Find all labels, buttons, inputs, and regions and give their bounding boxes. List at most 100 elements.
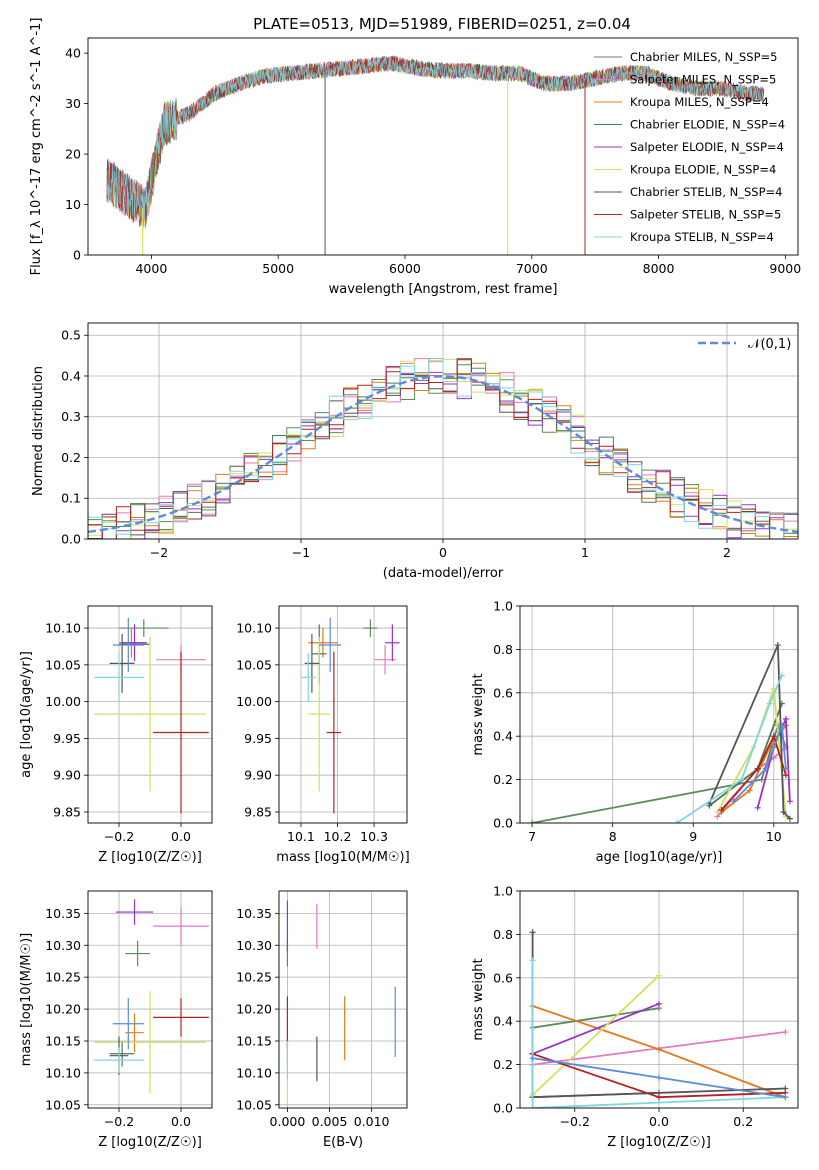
- x-tick-label: 0.010: [354, 1114, 390, 1129]
- histogram-step: [88, 358, 798, 539]
- y-tick-label: 0.4: [493, 729, 513, 744]
- weight-marker: [782, 1029, 789, 1036]
- panel-mass_vs_EBV: 0.000 0.005 0.010 10.05 10.10 10.15 10.20 10.25…: [236, 890, 408, 1150]
- legend-label: Salpeter STELIB, N_SSP=5: [630, 208, 781, 222]
- weight-line: [531, 960, 786, 1108]
- x-tick-label: 10.3: [360, 829, 388, 844]
- y-tick-label: 10.10: [236, 621, 272, 636]
- y-tick-label: 30: [65, 96, 81, 111]
- weight-marker: [766, 700, 773, 707]
- histograms: [88, 358, 798, 539]
- y-tick-label: 10.15: [236, 1033, 272, 1048]
- weight-marker: [746, 787, 753, 794]
- spectra: [106, 55, 765, 255]
- y-tick-label: 0.8: [493, 642, 513, 657]
- x-tick-label: −2: [150, 545, 168, 560]
- weight-marker: [778, 722, 785, 729]
- x-axis-label: Z [log10(Z/Z☉)]: [98, 1135, 202, 1150]
- x-tick-label: 8: [609, 829, 617, 844]
- legend-label: Kroupa STELIB, N_SSP=4: [630, 230, 774, 244]
- y-tick-label: 10.05: [236, 657, 272, 672]
- weight-marker: [529, 929, 536, 936]
- legend-label: Kroupa ELODIE, N_SSP=4: [630, 163, 776, 177]
- y-tick-label: 10.20: [236, 1002, 272, 1017]
- plot-frame: [278, 605, 408, 824]
- x-tick-label: 0.000: [270, 1114, 306, 1129]
- x-tick-label: −0.2: [104, 829, 134, 844]
- x-tick-label: 1: [581, 545, 589, 560]
- y-tick-label: 1.0: [493, 599, 513, 614]
- y-tick-label: 9.85: [244, 804, 272, 819]
- weight-line: [676, 675, 783, 823]
- x-tick-label: −1: [292, 545, 310, 560]
- weight-marker: [656, 1074, 662, 1081]
- x-axis-label: age [log10(age/yr)]: [596, 850, 723, 865]
- plot-frame: [519, 605, 799, 824]
- panel-spectrum: 4000 5000 6000 7000 8000 9000 0 10 20 30 40 wavelen…: [29, 18, 801, 297]
- spectrum-line: [106, 57, 765, 230]
- x-tick-label: 10.1: [287, 829, 315, 844]
- x-tick-label: 10.2: [324, 829, 352, 844]
- plot-frame: [87, 37, 799, 256]
- weight-lines: [529, 642, 793, 823]
- y-axis-label: Flux [f_λ 10^-17 erg cm^-2 s^-1 A^-1]: [29, 18, 44, 276]
- y-tick-label: 0.4: [61, 368, 81, 383]
- y-tick-label: 10.35: [236, 906, 272, 921]
- weight-marker: [714, 809, 721, 816]
- x-tick-label: 9: [689, 829, 697, 844]
- weight-marker: [730, 798, 737, 805]
- y-tick-label: 10.00: [236, 694, 272, 709]
- panel-residuals: −2 −1 0 1 2 0.0 0.1 0.2 0.3 0.4 0.5 (data-model)/er…: [31, 322, 799, 581]
- y-tick-label: 20: [65, 147, 81, 162]
- y-axis-label: Normed distribution: [31, 366, 46, 496]
- y-tick-label: 10.25: [236, 970, 272, 985]
- x-axis-label: wavelength [Angstrom, rest frame]: [329, 282, 558, 297]
- weight-marker: [774, 642, 781, 649]
- x-tick-label: 0.0: [171, 1114, 191, 1129]
- x-tick-label: 4000: [135, 261, 167, 276]
- y-tick-label: 10.35: [45, 906, 81, 921]
- plot-frame: [278, 890, 408, 1109]
- y-axis-label: mass weight: [471, 958, 486, 1040]
- histogram-step: [88, 358, 798, 539]
- panel-age_vs_Z: −0.2 0.0 9.85 9.90 9.95 10.00 10.05 10.10 Z [log…: [19, 605, 213, 865]
- error-bars: [94, 899, 209, 1094]
- y-tick-label: 0.6: [493, 685, 513, 700]
- x-tick-label: 0.0: [171, 829, 191, 844]
- y-axis-label: mass [log10(M/M☉)]: [19, 933, 34, 1066]
- y-tick-label: 0.0: [493, 816, 513, 831]
- error-bars: [300, 617, 400, 814]
- panel-mass_vs_Z: −0.2 0.0 10.05 10.10 10.15 10.20 10.25 10.30 10.…: [19, 890, 213, 1150]
- error-bars: [286, 900, 396, 1105]
- y-tick-label: 10.15: [45, 1033, 81, 1048]
- x-axis-label: E(B-V): [323, 1135, 363, 1150]
- plot-frame: [87, 890, 213, 1109]
- x-tick-label: 5000: [262, 261, 294, 276]
- legend: 𝒩(0,1): [698, 337, 791, 352]
- x-tick-label: −0.2: [104, 1114, 134, 1129]
- legend-label: Chabrier MILES, N_SSP=5: [630, 50, 777, 64]
- y-tick-label: 40: [65, 46, 81, 61]
- weight-marker: [656, 1046, 662, 1053]
- weight-marker: [529, 820, 536, 823]
- legend-label: Kroupa MILES, N_SSP=4: [630, 95, 769, 109]
- weight-marker: [718, 806, 725, 813]
- y-tick-label: 10.20: [45, 1002, 81, 1017]
- y-tick-label: 9.90: [244, 768, 272, 783]
- histogram-step: [88, 359, 798, 539]
- weight-marker: [656, 1000, 662, 1007]
- y-tick-label: 10.00: [45, 694, 81, 709]
- x-tick-label: 0: [439, 545, 447, 560]
- histogram-step: [88, 362, 798, 539]
- x-tick-label: 8000: [643, 261, 675, 276]
- y-tick-label: 9.95: [53, 731, 81, 746]
- weight-line: [532, 1002, 660, 1055]
- weight-marker: [758, 776, 765, 783]
- panel-age_vs_mass: 10.1 10.2 10.3 9.85 9.90 9.95 10.00 10.05 10.10 m…: [236, 605, 410, 865]
- y-tick-label: 10.05: [45, 657, 81, 672]
- y-tick-label: 0.1: [61, 491, 81, 506]
- panel-weight_vs_Z: −0.2 0.0 0.2 0.0 0.2 0.4 0.6 0.8 1.0 Z [log10(Z/Z…: [471, 884, 799, 1150]
- histogram-step: [88, 358, 798, 539]
- x-tick-label: 10: [766, 829, 782, 844]
- histogram-step: [88, 364, 798, 539]
